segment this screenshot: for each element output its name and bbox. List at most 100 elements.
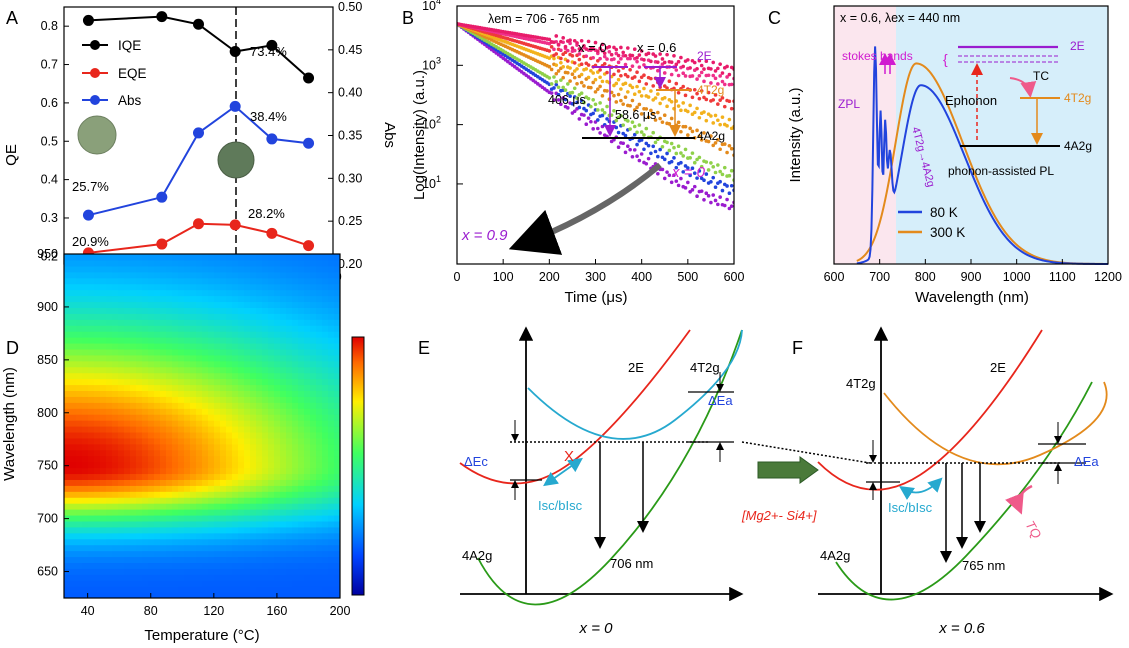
heat-cell [154,461,161,469]
heat-cell [136,509,143,516]
heat-cell [292,574,299,581]
heat-cell [94,265,101,273]
heat-cell [70,455,77,463]
heat-cell [208,378,215,386]
heat-cell [136,283,143,291]
heat-cell [298,580,305,587]
heat-cell [172,556,179,564]
heat-cell [76,301,83,308]
heat-cell [220,443,227,451]
heat-cell [244,319,251,326]
b-decay-point [656,68,660,73]
c-4a: 4A2g [1064,139,1092,153]
b-decay-point [572,86,577,91]
heat-cell [238,289,245,297]
heat-cell [94,283,101,291]
heat-cell [334,437,340,445]
heat-cell [64,277,71,285]
heat-cell [220,396,227,403]
heat-cell [100,562,107,569]
heat-cell [178,479,185,486]
heat-cell [280,479,287,486]
heat-cell [130,580,137,587]
heat-cell [244,289,251,297]
heat-cell [100,514,107,522]
heat-cell [130,473,137,480]
heat-cell [100,574,107,581]
heat-cell [94,562,101,569]
heat-cell [160,443,167,451]
heat-cell [178,520,185,528]
b-xtick-label: 0 [454,270,461,284]
heat-cell [190,259,197,267]
heat-cell [70,532,77,540]
heat-cell [304,455,311,463]
heat-cell [148,313,155,320]
heat-cell [304,390,311,397]
heat-cell [286,259,293,267]
heat-cell [106,437,113,445]
heat-cell [118,592,125,598]
panel-d-label: D [6,338,19,358]
heat-cell [130,426,137,433]
trend-arrow [508,162,662,255]
heat-cell [244,461,251,469]
heat-cell [256,544,263,552]
heat-cell [76,497,83,504]
heat-cell [268,461,275,469]
heat-cell [250,402,257,409]
b-decay-point [635,84,639,89]
heat-cell [214,348,221,356]
heat-cell [160,390,167,397]
heat-cell [286,443,293,451]
heat-cell [112,437,119,445]
heat-cell [64,520,71,528]
heat-cell [136,366,143,374]
heat-cell [190,503,197,510]
heat-cell [238,277,245,285]
heat-cell [220,408,227,415]
heat-cell [148,295,155,303]
heat-cell [70,277,77,285]
heat-cell [208,348,215,356]
heat-cell [280,491,287,498]
heat-cell [154,331,161,338]
heat-cell [148,354,155,362]
heat-cell [172,538,179,546]
heat-cell [100,461,107,469]
heat-cell [196,313,203,320]
heat-cell [208,574,215,581]
heat-cell [160,574,167,581]
heat-cell [256,562,263,569]
heat-cell [112,503,119,510]
heat-cell [310,372,317,380]
b-decay-point [577,52,582,56]
heat-cell [328,366,335,374]
heat-cell [190,485,197,492]
b-decay-point [616,60,621,65]
heat-cell [292,586,299,593]
heat-cell [232,348,239,356]
a-y2label: Abs [381,122,398,148]
heat-cell [118,426,125,433]
b-decay-point [637,65,642,69]
heat-cell [70,319,77,326]
heat-cell [88,325,95,332]
heat-cell [166,259,173,267]
heat-cell [262,307,269,314]
heat-cell [124,485,131,492]
b-decay-point [709,114,713,118]
heat-cell [238,390,245,397]
heat-cell [94,520,101,528]
heat-cell [244,449,251,457]
heat-cell [190,473,197,480]
heat-cell [154,289,161,297]
heat-cell [172,301,179,308]
heat-cell [160,509,167,516]
b-decay-point [549,91,554,95]
heat-cell [130,289,137,297]
b-decay-point [702,198,706,202]
b-decay-point [651,144,656,149]
heat-cell [202,426,209,433]
heat-cell [316,396,323,403]
